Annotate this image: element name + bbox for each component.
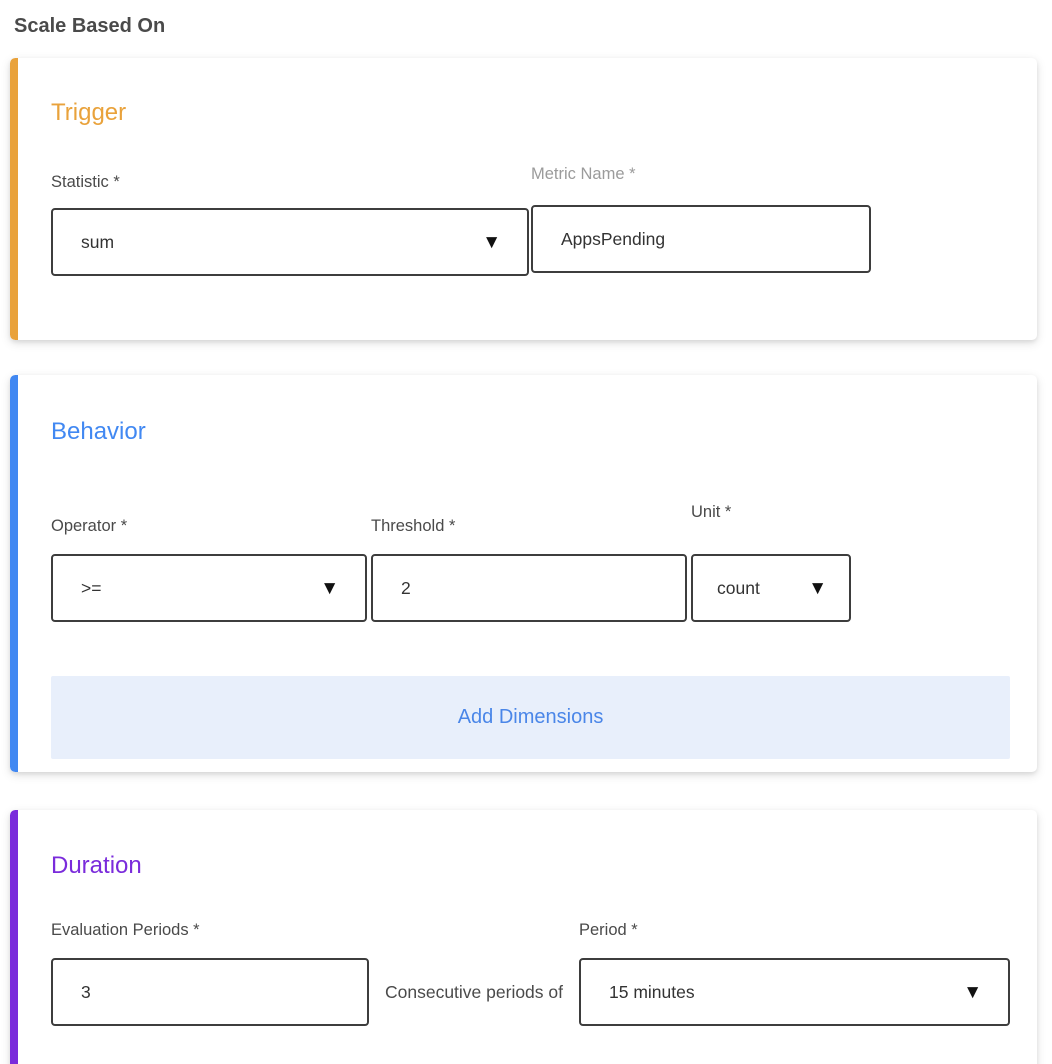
trigger-accent-bar bbox=[10, 58, 18, 340]
behavior-card: Behavior Operator * >= ▼ Threshold * Uni… bbox=[10, 375, 1037, 772]
evaluation-periods-field-group: Evaluation Periods * bbox=[51, 921, 369, 1026]
metric-name-input[interactable] bbox=[531, 205, 871, 273]
metric-name-field-group: Metric Name * bbox=[531, 165, 871, 276]
consecutive-periods-text: Consecutive periods of bbox=[384, 981, 564, 1002]
add-dimensions-button[interactable]: Add Dimensions bbox=[51, 676, 1010, 759]
operator-label: Operator * bbox=[51, 517, 128, 535]
chevron-down-icon: ▼ bbox=[963, 981, 982, 1003]
chevron-down-icon: ▼ bbox=[482, 231, 501, 253]
statistic-select[interactable]: sum ▼ bbox=[51, 208, 529, 276]
period-selected-value: 15 minutes bbox=[609, 981, 695, 1002]
duration-accent-bar bbox=[10, 810, 18, 1064]
operator-field-group: Operator * >= ▼ bbox=[51, 517, 367, 622]
behavior-card-title: Behavior bbox=[51, 418, 146, 445]
chevron-down-icon: ▼ bbox=[320, 577, 339, 599]
statistic-label: Statistic * bbox=[51, 173, 120, 191]
trigger-card: Trigger Statistic * sum ▼ Metric Name * bbox=[10, 58, 1037, 340]
duration-fields-row: Evaluation Periods * Consecutive periods… bbox=[51, 921, 1010, 1026]
threshold-label: Threshold * bbox=[371, 517, 456, 535]
statistic-field-group: Statistic * sum ▼ bbox=[51, 165, 529, 276]
unit-select[interactable]: count ▼ bbox=[691, 554, 851, 622]
metric-name-label: Metric Name * bbox=[531, 165, 636, 183]
behavior-fields-row: Operator * >= ▼ Threshold * Unit * count… bbox=[51, 503, 1010, 622]
operator-select[interactable]: >= ▼ bbox=[51, 554, 367, 622]
duration-card: Duration Evaluation Periods * Consecutiv… bbox=[10, 810, 1037, 1064]
unit-label: Unit * bbox=[691, 503, 732, 521]
operator-selected-value: >= bbox=[81, 577, 102, 598]
period-label: Period * bbox=[579, 921, 638, 939]
duration-card-title: Duration bbox=[51, 852, 142, 879]
evaluation-periods-label: Evaluation Periods * bbox=[51, 921, 200, 939]
period-select[interactable]: 15 minutes ▼ bbox=[579, 958, 1010, 1026]
statistic-selected-value: sum bbox=[81, 231, 115, 252]
period-field-group: Period * 15 minutes ▼ bbox=[579, 921, 1010, 1026]
evaluation-periods-input[interactable] bbox=[51, 958, 369, 1026]
chevron-down-icon: ▼ bbox=[808, 577, 827, 599]
page-title: Scale Based On bbox=[14, 15, 166, 37]
trigger-fields-row: Statistic * sum ▼ Metric Name * bbox=[51, 165, 1010, 276]
trigger-card-title: Trigger bbox=[51, 99, 127, 126]
threshold-field-group: Threshold * bbox=[371, 517, 687, 622]
unit-field-group: Unit * count ▼ bbox=[691, 503, 851, 622]
threshold-input[interactable] bbox=[371, 554, 687, 622]
unit-selected-value: count bbox=[717, 577, 760, 598]
behavior-accent-bar bbox=[10, 375, 18, 772]
